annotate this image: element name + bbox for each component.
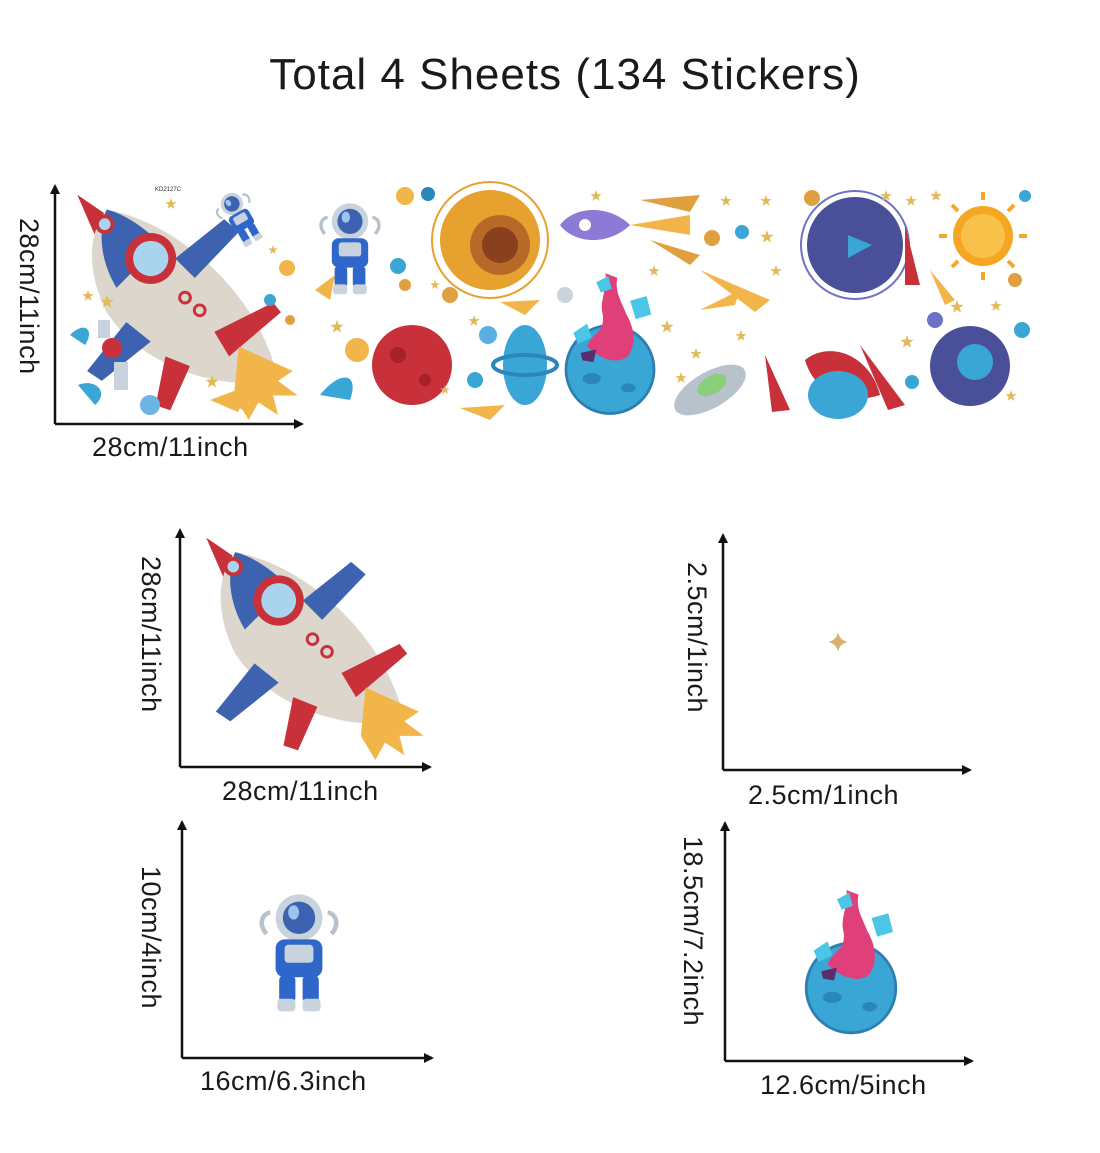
- star-sample: [718, 533, 972, 775]
- page-title: Total 4 Sheets (134 Stickers): [269, 50, 861, 99]
- astronaut-sticker: [262, 894, 336, 1011]
- star-width-label: 2.5cm/1inch: [748, 780, 900, 810]
- planet-sticker: [804, 888, 898, 1035]
- sheet-2: [315, 181, 559, 420]
- sheet-4: [800, 190, 1031, 419]
- sheet-preview-row: KD2127C: [50, 181, 1031, 429]
- sheet-code: KD2127C: [155, 187, 182, 193]
- planet-sample: [720, 821, 974, 1066]
- sheet-1: KD2127C: [70, 185, 298, 420]
- star-sticker: [828, 632, 848, 652]
- rocket-sample: [175, 528, 432, 772]
- astronaut-width-label: 16cm/6.3inch: [200, 1066, 367, 1096]
- astronaut-sample: [177, 820, 434, 1063]
- rocket-width-label: 28cm/11inch: [222, 776, 379, 806]
- sheet-3: [557, 190, 790, 416]
- rocket-sticker: [206, 537, 424, 760]
- planet-width-label: 12.6cm/5inch: [760, 1070, 927, 1100]
- sheet-width-label: 28cm/11inch: [92, 432, 249, 462]
